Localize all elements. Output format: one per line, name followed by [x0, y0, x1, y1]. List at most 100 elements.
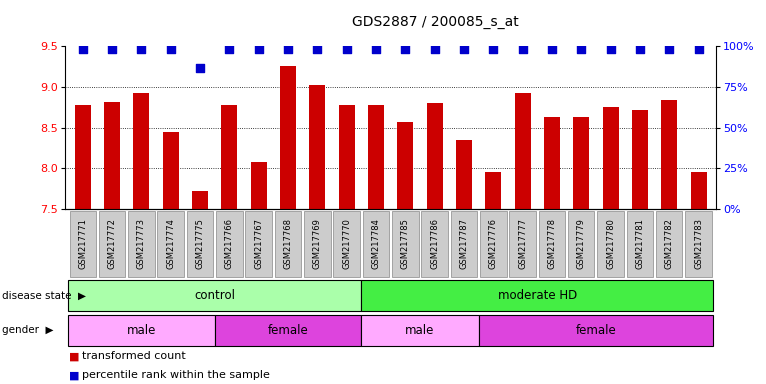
Bar — [480, 211, 506, 277]
Bar — [250, 162, 267, 209]
Point — [341, 45, 353, 51]
Point — [136, 45, 148, 51]
Text: GSM217781: GSM217781 — [636, 218, 644, 269]
Text: GSM217774: GSM217774 — [166, 218, 175, 269]
Point — [575, 45, 588, 51]
Text: GSM217768: GSM217768 — [283, 218, 293, 269]
Bar — [68, 280, 362, 311]
Bar — [632, 110, 648, 209]
Text: ■: ■ — [69, 351, 80, 361]
Bar — [456, 140, 472, 209]
Point — [223, 45, 235, 51]
Bar — [221, 105, 237, 209]
Bar — [214, 315, 362, 346]
Point — [546, 45, 558, 51]
Bar — [392, 211, 418, 277]
Text: GSM217780: GSM217780 — [606, 218, 615, 269]
Bar — [363, 211, 389, 277]
Bar — [216, 211, 243, 277]
Text: GSM217783: GSM217783 — [694, 218, 703, 269]
Text: GSM217787: GSM217787 — [460, 218, 469, 269]
Bar — [187, 211, 213, 277]
Text: percentile rank within the sample: percentile rank within the sample — [82, 370, 270, 381]
Point — [692, 45, 705, 51]
Bar — [421, 211, 448, 277]
Text: GSM217775: GSM217775 — [195, 218, 205, 269]
Text: GSM217778: GSM217778 — [548, 218, 556, 269]
Text: GSM217785: GSM217785 — [401, 218, 410, 269]
Point — [77, 45, 89, 51]
Text: moderate HD: moderate HD — [498, 289, 577, 302]
Text: female: female — [267, 324, 309, 337]
Text: GSM217784: GSM217784 — [372, 218, 381, 269]
Point — [633, 45, 646, 51]
Text: GSM217772: GSM217772 — [107, 218, 116, 269]
Bar — [427, 103, 443, 209]
Point — [604, 45, 617, 51]
Bar — [128, 211, 155, 277]
Point — [311, 45, 323, 51]
Point — [487, 45, 499, 51]
Bar — [690, 172, 707, 209]
Point — [253, 45, 265, 51]
Text: female: female — [575, 324, 617, 337]
Point — [165, 45, 177, 51]
Text: disease state  ▶: disease state ▶ — [2, 291, 86, 301]
Bar — [68, 315, 214, 346]
Text: GSM217767: GSM217767 — [254, 218, 264, 269]
Text: GSM217776: GSM217776 — [489, 218, 498, 269]
Bar — [333, 211, 360, 277]
Bar — [573, 117, 589, 209]
Bar — [568, 211, 594, 277]
Point — [516, 45, 529, 51]
Bar — [133, 93, 149, 209]
Text: GSM217770: GSM217770 — [342, 218, 351, 269]
Bar — [304, 211, 331, 277]
Bar — [661, 100, 677, 209]
Bar — [597, 211, 624, 277]
Text: male: male — [405, 324, 434, 337]
Bar — [362, 280, 713, 311]
Bar — [479, 315, 713, 346]
Point — [399, 45, 411, 51]
Point — [106, 45, 118, 51]
Bar — [74, 105, 91, 209]
Bar — [339, 105, 355, 209]
Point — [458, 45, 470, 51]
Text: GSM217773: GSM217773 — [137, 218, 146, 269]
Text: GSM217769: GSM217769 — [313, 218, 322, 269]
Bar — [275, 211, 301, 277]
Bar — [398, 122, 414, 209]
Bar — [99, 211, 125, 277]
Text: GSM217777: GSM217777 — [518, 218, 527, 269]
Bar — [538, 211, 565, 277]
Bar — [544, 117, 560, 209]
Bar — [70, 211, 96, 277]
Bar — [656, 211, 683, 277]
Text: gender  ▶: gender ▶ — [2, 325, 53, 335]
Text: ■: ■ — [69, 370, 80, 381]
Point — [428, 45, 440, 51]
Bar — [515, 93, 531, 209]
Text: GSM217779: GSM217779 — [577, 218, 586, 269]
Bar — [686, 211, 712, 277]
Text: male: male — [126, 324, 156, 337]
Bar — [104, 103, 120, 209]
Text: GSM217766: GSM217766 — [225, 218, 234, 269]
Point — [282, 45, 294, 51]
Bar — [192, 191, 208, 209]
Bar — [509, 211, 536, 277]
Text: GSM217786: GSM217786 — [430, 218, 439, 269]
Bar — [368, 105, 384, 209]
Text: control: control — [195, 289, 235, 302]
Point — [370, 45, 382, 51]
Point — [663, 45, 676, 51]
Text: GSM217771: GSM217771 — [78, 218, 87, 269]
Bar — [162, 132, 178, 209]
Bar — [485, 172, 502, 209]
Bar — [245, 211, 272, 277]
Bar — [309, 85, 326, 209]
Text: GDS2887 / 200085_s_at: GDS2887 / 200085_s_at — [352, 15, 519, 29]
Bar — [158, 211, 184, 277]
Point — [194, 65, 206, 71]
